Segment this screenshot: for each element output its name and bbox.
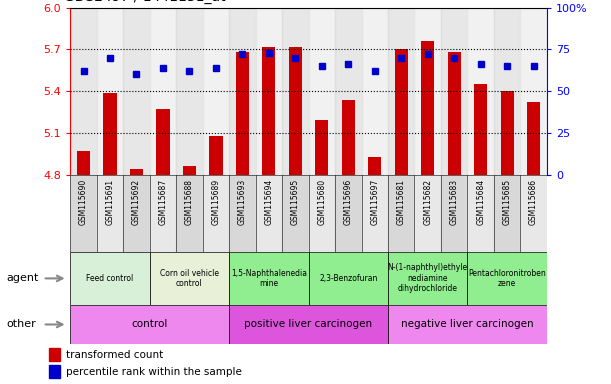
Bar: [309, 175, 335, 252]
Text: GSM115691: GSM115691: [106, 179, 114, 225]
Bar: [209, 136, 222, 175]
Bar: [441, 175, 467, 252]
Bar: [289, 47, 302, 175]
Bar: [521, 175, 547, 252]
Bar: [176, 175, 203, 252]
Text: GSM115697: GSM115697: [370, 179, 379, 225]
Text: GSM115686: GSM115686: [529, 179, 538, 225]
Bar: [97, 175, 123, 252]
Bar: [395, 50, 408, 175]
Bar: [123, 175, 150, 252]
Text: GDS2497 / 1441131_at: GDS2497 / 1441131_at: [64, 0, 226, 4]
Bar: [49, 365, 60, 379]
Bar: [342, 99, 355, 175]
Bar: [255, 8, 282, 175]
Text: 2,3-Benzofuran: 2,3-Benzofuran: [319, 274, 378, 283]
Bar: [176, 8, 203, 175]
Bar: [229, 305, 388, 344]
Text: agent: agent: [6, 273, 38, 283]
Text: GSM115683: GSM115683: [450, 179, 459, 225]
Bar: [203, 8, 229, 175]
Bar: [441, 8, 467, 175]
Bar: [70, 175, 97, 252]
Bar: [368, 157, 381, 175]
Bar: [150, 252, 229, 305]
Text: percentile rank within the sample: percentile rank within the sample: [66, 367, 242, 377]
Bar: [467, 175, 494, 252]
Bar: [388, 305, 547, 344]
Text: Pentachloronitroben
zene: Pentachloronitroben zene: [468, 269, 546, 288]
Bar: [49, 348, 60, 361]
Text: positive liver carcinogen: positive liver carcinogen: [244, 319, 373, 329]
Text: GSM115695: GSM115695: [291, 179, 300, 225]
Text: N-(1-naphthyl)ethyle
nediamine
dihydrochloride: N-(1-naphthyl)ethyle nediamine dihydroch…: [387, 263, 468, 293]
Bar: [70, 252, 150, 305]
Bar: [97, 8, 123, 175]
Text: 1,5-Naphthalenedia
mine: 1,5-Naphthalenedia mine: [231, 269, 307, 288]
Bar: [388, 175, 414, 252]
Bar: [156, 109, 170, 175]
Bar: [500, 91, 514, 175]
Bar: [262, 47, 276, 175]
Bar: [467, 252, 547, 305]
Bar: [282, 8, 309, 175]
Bar: [494, 175, 521, 252]
Bar: [183, 166, 196, 175]
Text: GSM115684: GSM115684: [476, 179, 485, 225]
Bar: [335, 175, 362, 252]
Bar: [255, 175, 282, 252]
Text: GSM115696: GSM115696: [344, 179, 353, 225]
Bar: [130, 169, 143, 175]
Bar: [229, 252, 309, 305]
Bar: [123, 8, 150, 175]
Text: GSM115693: GSM115693: [238, 179, 247, 225]
Bar: [414, 175, 441, 252]
Bar: [203, 175, 229, 252]
Text: GSM115690: GSM115690: [79, 179, 88, 225]
Text: GSM115692: GSM115692: [132, 179, 141, 225]
Bar: [309, 252, 388, 305]
Text: GSM115688: GSM115688: [185, 179, 194, 225]
Bar: [447, 52, 461, 175]
Text: GSM115689: GSM115689: [211, 179, 221, 225]
Bar: [236, 52, 249, 175]
Text: transformed count: transformed count: [66, 349, 163, 359]
Text: other: other: [6, 319, 36, 329]
Bar: [70, 305, 229, 344]
Text: GSM115687: GSM115687: [158, 179, 167, 225]
Bar: [362, 8, 388, 175]
Bar: [362, 175, 388, 252]
Bar: [309, 8, 335, 175]
Bar: [474, 84, 488, 175]
Bar: [150, 8, 176, 175]
Text: negative liver carcinogen: negative liver carcinogen: [401, 319, 534, 329]
Text: control: control: [131, 319, 168, 329]
Bar: [70, 8, 97, 175]
Text: Corn oil vehicle
control: Corn oil vehicle control: [160, 269, 219, 288]
Bar: [229, 8, 255, 175]
Text: GSM115694: GSM115694: [265, 179, 273, 225]
Bar: [229, 175, 255, 252]
Bar: [421, 41, 434, 175]
Bar: [388, 252, 467, 305]
Bar: [150, 175, 176, 252]
Bar: [388, 8, 414, 175]
Bar: [527, 102, 540, 175]
Bar: [521, 8, 547, 175]
Bar: [467, 8, 494, 175]
Text: Feed control: Feed control: [86, 274, 134, 283]
Bar: [494, 8, 521, 175]
Bar: [414, 8, 441, 175]
Text: GSM115685: GSM115685: [503, 179, 511, 225]
Bar: [315, 121, 329, 175]
Bar: [77, 151, 90, 175]
Text: GSM115682: GSM115682: [423, 179, 432, 225]
Text: GSM115680: GSM115680: [317, 179, 326, 225]
Text: GSM115681: GSM115681: [397, 179, 406, 225]
Bar: [282, 175, 309, 252]
Bar: [103, 93, 117, 175]
Bar: [335, 8, 362, 175]
